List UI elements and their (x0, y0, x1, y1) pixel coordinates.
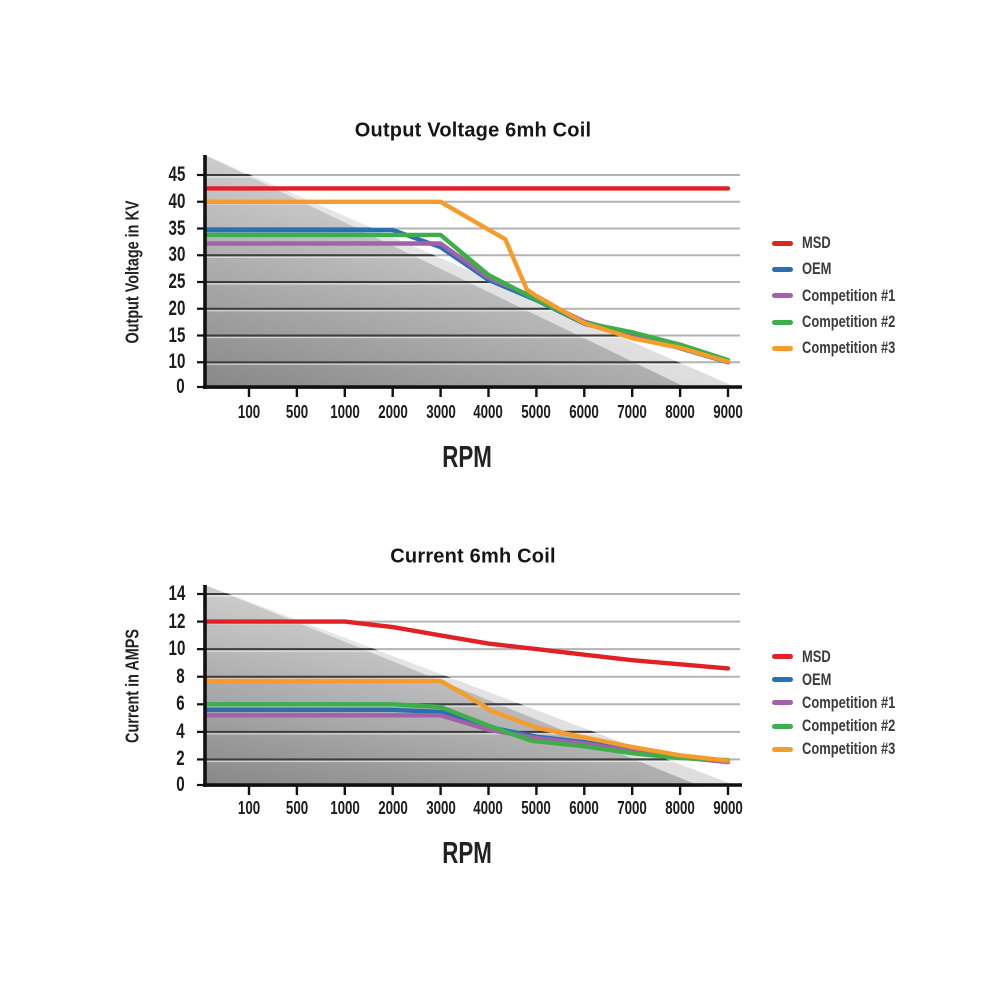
x-tick-label: 9000 (713, 798, 743, 818)
axes (197, 155, 742, 397)
x-tick-label: 9000 (713, 402, 743, 422)
x-tick-label: 500 (285, 402, 309, 422)
legend-swatch (772, 266, 793, 272)
y-tick-label: 12 (168, 609, 185, 633)
legend-swatch (772, 723, 793, 729)
legend-swatch (772, 345, 793, 351)
plot-area-current (197, 585, 742, 795)
series-line-competition-2 (204, 232, 731, 363)
legend-label: OEM (802, 259, 832, 279)
legend-swatch (772, 746, 793, 752)
series-lines (204, 186, 731, 365)
legend-label: Competition #2 (802, 312, 896, 332)
legend-item-competition-1: Competition #1 (772, 691, 925, 714)
legend-current: MSD OEM Competition #1 Competition #2 Compet… (772, 645, 925, 761)
y-tick-label: 15 (168, 323, 185, 347)
series-lines (204, 619, 731, 765)
legend-item-competition-3: Competition #3 (772, 335, 925, 361)
x-tick-label: 5000 (521, 798, 552, 818)
legend-swatch (772, 654, 793, 660)
x-tick-label: 6000 (569, 402, 600, 422)
x-tick-label: 4000 (473, 798, 504, 818)
y-tick-label: 8 (176, 664, 185, 688)
series-line-competition-2 (204, 702, 731, 763)
x-tick-label: 8000 (665, 798, 695, 818)
legend-item-competition-3: Competition #3 (772, 738, 925, 761)
x-tick-label: 6000 (569, 798, 600, 818)
x-tick-label: 7000 (617, 402, 647, 422)
y-tick-label: 40 (168, 189, 185, 213)
chart-title-current: Current 6mh Coil (390, 545, 556, 568)
y-tick-label: 10 (168, 350, 185, 374)
legend-item-oem: OEM (772, 668, 925, 691)
x-axis-title-rpm-1: RPM (442, 439, 492, 474)
x-tick-label: 5000 (521, 402, 552, 422)
legend-label: OEM (802, 669, 832, 689)
y-tick-label: 10 (168, 637, 185, 661)
legend-swatch (772, 319, 793, 325)
legend-label: Competition #3 (802, 739, 896, 759)
legend-label: Competition #1 (802, 692, 896, 712)
y-tick-label: 20 (168, 296, 185, 320)
legend-label: Competition #1 (802, 285, 896, 305)
x-tick-label: 1000 (329, 402, 360, 422)
y-tick-label: 25 (168, 270, 185, 293)
legend-label: MSD (802, 233, 831, 253)
series-line-msd (204, 619, 731, 671)
legend-swatch (772, 240, 793, 246)
legend-item-oem: OEM (772, 256, 925, 282)
x-tick-label: 7000 (617, 798, 647, 818)
y-tick-label: 30 (168, 243, 185, 267)
legend-label: MSD (802, 646, 831, 666)
x-tick-label: 3000 (425, 402, 456, 422)
x-tick-label: 500 (285, 798, 309, 818)
legend-swatch (772, 677, 793, 683)
series-line-competition-3 (204, 678, 731, 763)
legend-item-msd: MSD (772, 230, 925, 256)
x-axis-title-rpm-2: RPM (442, 835, 492, 870)
y-tick-label: 0 (176, 773, 185, 796)
x-tick-label: 1000 (329, 798, 360, 818)
legend-label: Competition #2 (802, 716, 896, 736)
legend-label: Competition #3 (802, 338, 896, 358)
y-tick-label: 35 (168, 216, 185, 240)
x-tick-label: 8000 (665, 402, 695, 422)
y-tick-label: 0 (176, 375, 185, 398)
legend-item-competition-1: Competition #1 (772, 283, 925, 309)
chart-title-output-voltage: Output Voltage 6mh Coil (354, 119, 592, 142)
x-tick-label: 3000 (425, 798, 456, 818)
x-tick-label: 2000 (377, 402, 408, 422)
y-tick-label: 6 (176, 692, 185, 716)
y-tick-label: 4 (176, 719, 185, 743)
x-tick-label: 100 (237, 402, 261, 422)
plot-area-output-voltage (197, 155, 742, 397)
axes (197, 585, 742, 795)
y-tick-label: 2 (176, 747, 185, 771)
x-tick-label: 100 (237, 798, 261, 818)
legend-item-competition-2: Competition #2 (772, 715, 925, 738)
legend-output-voltage: MSD OEM Competition #1 Competition #2 Compet… (772, 230, 925, 361)
series-line-competition-3 (204, 199, 731, 364)
x-tick-label: 2000 (377, 798, 408, 818)
y-tick-label: 14 (168, 582, 185, 605)
y-tick-label: 45 (168, 163, 185, 186)
legend-swatch (772, 293, 793, 299)
legend-item-competition-2: Competition #2 (772, 309, 925, 335)
legend-item-msd: MSD (772, 645, 925, 668)
legend-swatch (772, 700, 793, 706)
x-tick-label: 4000 (473, 402, 504, 422)
